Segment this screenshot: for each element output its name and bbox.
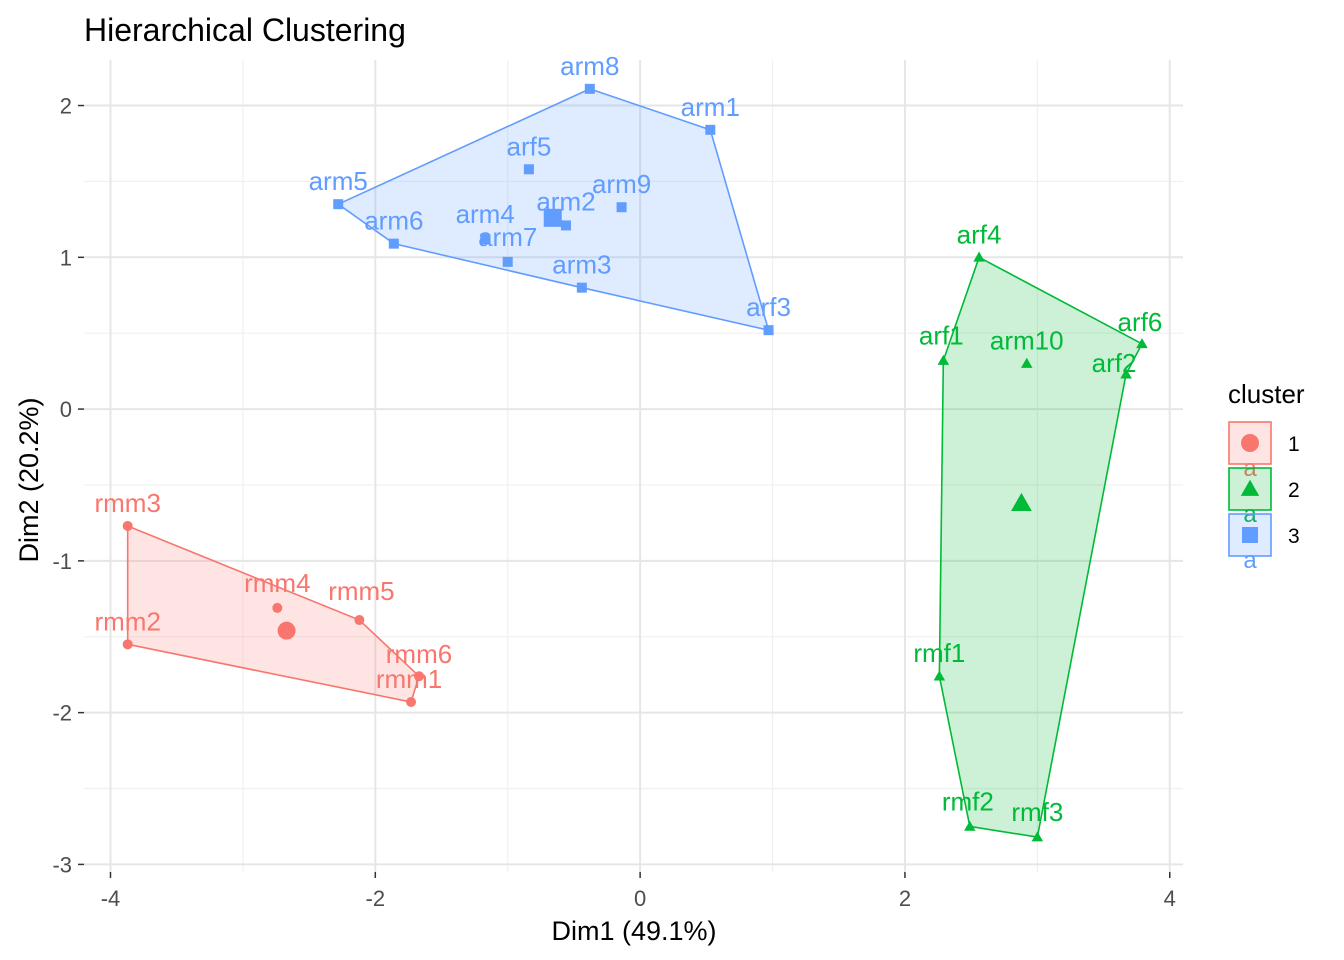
point-rmm4 [272, 602, 283, 613]
point-arm1 [705, 124, 716, 135]
y-tick-label: 0 [60, 397, 72, 422]
cluster-1-hull [126, 524, 420, 703]
point-arm4 [480, 234, 491, 245]
y-tick-label: -1 [52, 549, 72, 574]
chart-title: Hierarchical Clustering [84, 12, 406, 48]
point-label-arm6: arm6 [364, 206, 423, 236]
point-arf3 [763, 325, 774, 336]
point-arm9 [616, 202, 627, 213]
legend-label-2: 2 [1288, 479, 1300, 502]
point-arm2 [560, 220, 571, 231]
cluster-hulls [126, 87, 1144, 839]
legend-key-marker-2 [1240, 479, 1260, 496]
centroid-cluster-2 [1011, 492, 1032, 511]
x-tick-label: 4 [1164, 886, 1176, 911]
point-label-arm8: arm8 [560, 51, 619, 81]
point-label-rmm2: rmm2 [94, 606, 160, 636]
cluster-centroids [277, 208, 1032, 640]
legend-title: cluster [1228, 379, 1305, 409]
point-rmm3 [122, 520, 133, 531]
point-rmf2 [964, 820, 976, 831]
point-label-arm2: arm2 [536, 186, 595, 216]
point-arf5 [523, 164, 534, 175]
point-arm3 [576, 282, 587, 293]
point-label-rmf1: rmf1 [913, 638, 965, 668]
x-tick-label: -2 [366, 886, 386, 911]
point-rmf3 [1031, 831, 1044, 842]
point-label-arm10: arm10 [990, 326, 1064, 356]
legend-key-marker-3 [1242, 527, 1258, 543]
data-points [122, 83, 1148, 842]
point-rmf1 [933, 670, 946, 681]
point-arm8 [584, 83, 595, 94]
point-arm7 [502, 256, 513, 267]
y-tick-label: -2 [52, 701, 72, 726]
point-arm10 [1021, 357, 1033, 368]
point-label-arm3: arm3 [552, 250, 611, 280]
point-label-arf6: arf6 [1118, 307, 1163, 337]
point-label-arm5: arm5 [309, 166, 368, 196]
y-tick-label: 1 [60, 245, 72, 270]
legend-label-3: 3 [1288, 525, 1300, 548]
point-label-arf5: arf5 [506, 131, 551, 161]
cluster-2-hull [938, 256, 1144, 839]
point-label-arf4: arf4 [957, 219, 1002, 249]
point-label-rmf3: rmf3 [1011, 797, 1063, 827]
point-label-arm1: arm1 [681, 92, 740, 122]
point-label-rmm1: rmm1 [376, 664, 442, 694]
point-rmm1 [406, 697, 417, 708]
grid-major [84, 60, 1183, 872]
legend-key-text-3: a [1243, 547, 1257, 574]
grid-minor [84, 60, 1183, 872]
point-label-rmm3: rmm3 [94, 488, 160, 518]
point-label-rmf2: rmf2 [942, 786, 994, 816]
point-arf1 [937, 354, 950, 365]
centroid-cluster-3 [543, 208, 562, 227]
x-tick-label: 2 [899, 886, 911, 911]
legend-label-1: 1 [1288, 433, 1300, 456]
point-rmm5 [354, 615, 365, 626]
point-label-arf2: arf2 [1092, 348, 1137, 378]
point-label-arm4: arm4 [456, 199, 515, 229]
point-label-arf1: arf1 [919, 321, 964, 351]
point-arm5 [333, 199, 344, 210]
point-arf2 [1120, 368, 1132, 379]
point-arf4 [973, 251, 985, 262]
x-tick-label: -4 [101, 886, 121, 911]
x-axis-ticks: -4 -2 0 2 4 [101, 872, 1176, 911]
y-tick-label: -3 [52, 852, 72, 877]
point-arm6 [388, 238, 399, 249]
point-rmm6 [413, 671, 424, 682]
y-tick-label: 2 [60, 94, 72, 119]
y-axis-title: Dim2 (20.2%) [14, 397, 44, 562]
centroid-cluster-1 [277, 621, 296, 640]
point-arf6 [1136, 338, 1148, 349]
x-axis-title: Dim1 (49.1%) [551, 916, 716, 946]
point-label-rmm6: rmm6 [386, 639, 452, 669]
x-tick-label: 0 [634, 886, 646, 911]
legend-key-marker-1 [1241, 434, 1259, 452]
point-label-arf3: arf3 [746, 292, 791, 322]
point-label-rmm5: rmm5 [328, 576, 394, 606]
point-label-rmm4: rmm4 [244, 568, 310, 598]
y-axis-ticks: -3 -2 -1 0 1 2 [52, 94, 84, 877]
point-label-arm9: arm9 [592, 169, 651, 199]
point-rmm2 [122, 639, 133, 650]
point-label-arm7: arm7 [478, 222, 537, 252]
